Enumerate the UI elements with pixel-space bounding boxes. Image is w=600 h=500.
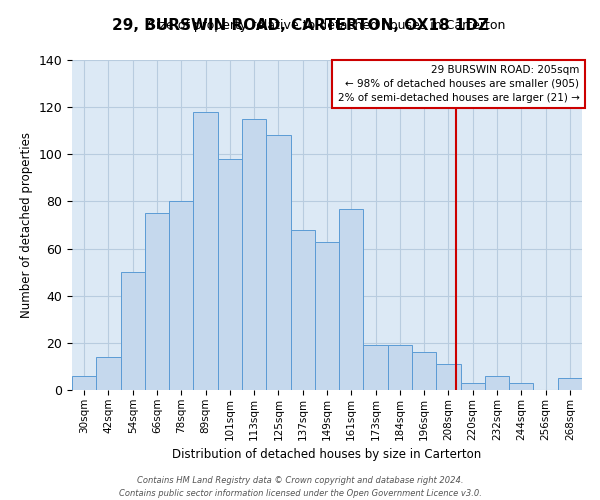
Text: 29, BURSWIN ROAD, CARTERTON, OX18 1DZ: 29, BURSWIN ROAD, CARTERTON, OX18 1DZ	[112, 18, 488, 32]
Bar	[461, 383, 485, 390]
Bar	[145, 213, 169, 390]
Bar	[339, 208, 364, 390]
Bar	[121, 272, 145, 390]
Bar	[242, 119, 266, 390]
Bar	[558, 378, 582, 390]
Bar	[169, 202, 193, 390]
Title: Size of property relative to detached houses in Carterton: Size of property relative to detached ho…	[148, 20, 506, 32]
Bar	[412, 352, 436, 390]
Text: 29 BURSWIN ROAD: 205sqm
← 98% of detached houses are smaller (905)
2% of semi-de: 29 BURSWIN ROAD: 205sqm ← 98% of detache…	[338, 65, 580, 103]
Bar	[266, 136, 290, 390]
Bar	[218, 159, 242, 390]
Bar	[193, 112, 218, 390]
X-axis label: Distribution of detached houses by size in Carterton: Distribution of detached houses by size …	[172, 448, 482, 461]
Bar	[485, 376, 509, 390]
Bar	[96, 357, 121, 390]
Bar	[364, 345, 388, 390]
Bar	[509, 383, 533, 390]
Bar	[290, 230, 315, 390]
Bar	[315, 242, 339, 390]
Bar	[436, 364, 461, 390]
Bar	[72, 376, 96, 390]
Text: Contains HM Land Registry data © Crown copyright and database right 2024.
Contai: Contains HM Land Registry data © Crown c…	[119, 476, 481, 498]
Y-axis label: Number of detached properties: Number of detached properties	[20, 132, 33, 318]
Bar	[388, 345, 412, 390]
